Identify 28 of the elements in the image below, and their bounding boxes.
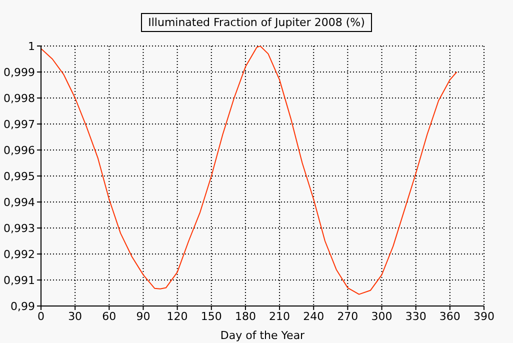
x-tick-label: 330 <box>405 310 426 323</box>
y-tick-label: 0,991 <box>4 274 35 287</box>
x-tick-label: 120 <box>166 310 188 323</box>
y-tick-label: 0,995 <box>4 170 35 183</box>
x-tick-label: 210 <box>269 310 290 323</box>
y-tick-label: 1 <box>28 40 35 53</box>
x-tick-label: 90 <box>136 310 150 323</box>
y-tick-label: 0,997 <box>4 118 35 131</box>
y-tick-label: 0,992 <box>4 248 35 261</box>
line-series <box>41 46 458 295</box>
x-tick-label: 390 <box>474 310 494 323</box>
x-axis-title: Day of the Year <box>220 329 306 342</box>
x-tick-label: 30 <box>68 310 82 323</box>
x-tick-label: 300 <box>371 310 392 323</box>
x-tick-label: 60 <box>102 310 116 323</box>
x-tick-label: 180 <box>234 310 256 323</box>
chart-title: Illuminated Fraction of Jupiter 2008 (%) <box>141 13 372 32</box>
x-tick-label: 270 <box>337 310 358 323</box>
y-tick-label: 0,998 <box>4 92 35 105</box>
y-tick-label: 0,996 <box>4 144 35 157</box>
y-tick-label: 0,993 <box>4 222 35 235</box>
x-tick-label: 240 <box>303 310 324 323</box>
x-tick-label: 150 <box>200 310 222 323</box>
x-tick-label: 0 <box>38 310 44 323</box>
y-tick-label: 0,99 <box>10 300 35 313</box>
y-tick-label: 0,999 <box>4 66 35 79</box>
x-tick-label: 360 <box>439 310 460 323</box>
y-tick-label: 0,994 <box>4 196 35 209</box>
